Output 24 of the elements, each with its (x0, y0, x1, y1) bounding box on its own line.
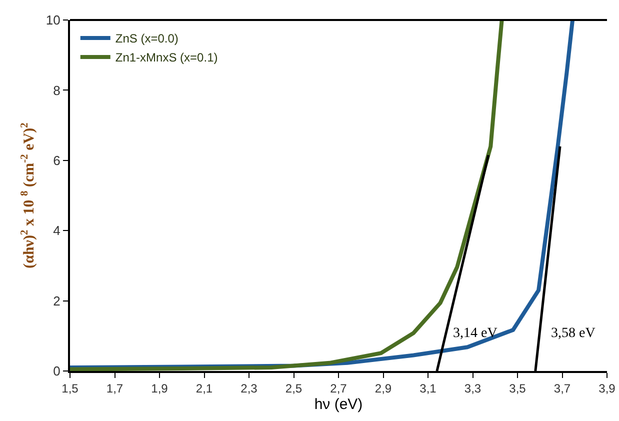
x-tick-label: 2,9 (374, 381, 392, 396)
y-tick-label: 2 (53, 293, 60, 308)
x-tick-label: 3,5 (509, 381, 526, 396)
x-tick-label: 1,9 (151, 381, 168, 396)
x-tick-label: 2,5 (285, 381, 302, 396)
y-tick-label: 4 (53, 223, 60, 238)
x-tick-label: 2,3 (240, 381, 258, 396)
x-tick-label: 2,1 (196, 381, 213, 396)
y-tick-label: 10 (46, 12, 60, 28)
x-axis-title: hν (eV) (314, 396, 363, 413)
y-tick-label: 6 (53, 152, 60, 168)
x-tick-label: 3,3 (464, 381, 482, 396)
legend-label: Zn1-xMnxS (x=0.1) (115, 50, 218, 65)
x-tick-label: 1,5 (62, 381, 79, 396)
x-tick-label: 1,7 (106, 381, 124, 396)
annotation: 3,14 eV (453, 326, 498, 341)
x-tick-label: 3,1 (420, 381, 437, 396)
x-tick-label: 2,7 (330, 381, 348, 396)
legend-label: ZnS (x=0.0) (115, 32, 178, 46)
annotation: 3,58 eV (551, 326, 596, 341)
y-tick-label: 8 (53, 82, 60, 98)
x-tick-label: 3,7 (554, 381, 571, 396)
x-tick-label: 3,9 (598, 381, 616, 396)
y-tick-label: 0 (53, 364, 60, 379)
